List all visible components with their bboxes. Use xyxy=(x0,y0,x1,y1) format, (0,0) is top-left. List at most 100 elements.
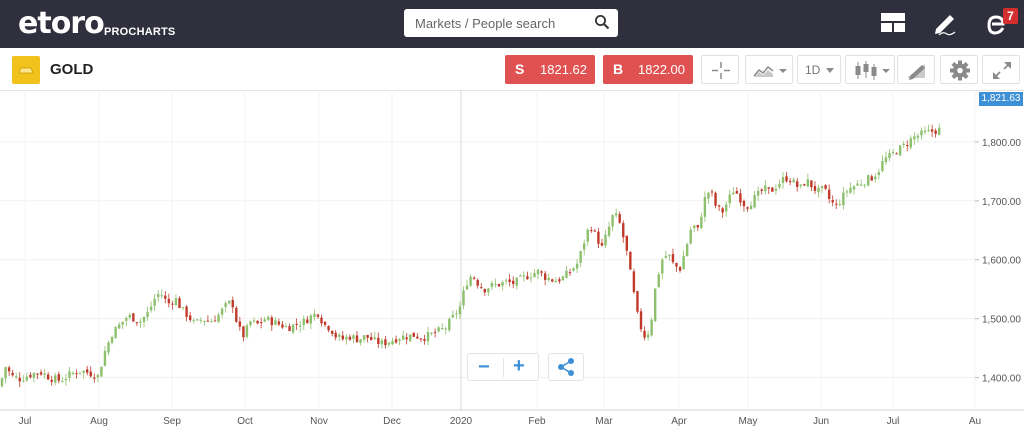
candle-body xyxy=(512,280,515,285)
fullscreen-button[interactable] xyxy=(982,55,1020,84)
candle-body xyxy=(927,129,930,131)
candle-body xyxy=(810,180,813,188)
candle-body xyxy=(433,331,437,333)
candle-body xyxy=(405,337,408,340)
candle-body xyxy=(181,307,185,309)
etoro-e-icon[interactable] xyxy=(986,12,1008,36)
candle-body xyxy=(781,177,785,184)
candle-body xyxy=(338,334,341,337)
candle-body xyxy=(916,135,920,138)
candle-body xyxy=(842,192,845,206)
chart-type-button[interactable] xyxy=(745,55,793,84)
draw-tools-button[interactable] xyxy=(897,55,935,84)
candle-body xyxy=(852,186,856,190)
candle-body xyxy=(785,176,788,182)
candle-body xyxy=(796,181,799,187)
etoro-logo[interactable]: etoro xyxy=(18,6,105,41)
candle-body xyxy=(93,377,96,379)
candle-body xyxy=(721,208,724,213)
candle-body xyxy=(167,298,171,304)
candle-body xyxy=(593,230,597,232)
crosshair-button[interactable] xyxy=(701,55,739,84)
pencil-icon[interactable] xyxy=(931,9,959,37)
candle-body xyxy=(636,291,639,312)
zoom-out-button[interactable]: − xyxy=(478,356,490,378)
x-tick-label: Jul xyxy=(19,416,32,427)
candle-body xyxy=(387,342,391,345)
candle-body xyxy=(490,283,494,287)
candle-body xyxy=(678,267,682,271)
chevron-down-icon xyxy=(826,68,834,73)
candle-body xyxy=(220,308,224,315)
candle-body xyxy=(149,306,153,311)
candle-body xyxy=(313,313,316,317)
share-button[interactable] xyxy=(548,353,584,381)
candle-body xyxy=(341,335,344,340)
candle-body xyxy=(622,223,625,238)
candle-body xyxy=(107,342,110,353)
candle-body xyxy=(614,213,618,216)
candle-body xyxy=(32,373,36,378)
candle-body xyxy=(29,374,32,378)
candle-body xyxy=(650,319,653,336)
candle-body xyxy=(444,328,447,330)
search-input[interactable] xyxy=(404,9,618,37)
candlestick-chart[interactable]: 1,400.00 1,500.00 1,600.00 1,700.00 1,800.00… xyxy=(0,90,1024,434)
candle-body xyxy=(732,192,735,195)
candle-body xyxy=(125,318,128,321)
candle-body xyxy=(607,226,611,236)
settings-button[interactable] xyxy=(940,55,978,84)
candle-body xyxy=(774,188,778,191)
candle-body xyxy=(817,187,820,193)
x-tick-label: 2020 xyxy=(450,416,473,427)
candle-body xyxy=(856,183,859,186)
candle-body xyxy=(540,271,543,273)
candle-body xyxy=(604,234,607,246)
candle-body xyxy=(135,322,139,324)
chart-grid xyxy=(0,90,1024,411)
candle-body xyxy=(462,290,465,306)
candle-body xyxy=(71,372,75,374)
candle-body xyxy=(412,332,415,337)
candle-body xyxy=(142,316,146,322)
candle-body xyxy=(764,185,767,192)
x-tick-label: Jul xyxy=(887,416,900,427)
candle-body xyxy=(600,242,604,246)
candle-body xyxy=(345,336,348,340)
candle-body xyxy=(128,314,131,318)
candle-body xyxy=(480,287,483,289)
candle-body xyxy=(554,280,557,283)
candle-body xyxy=(437,327,440,332)
buy-button[interactable]: B 1822.00 xyxy=(603,55,693,84)
y-tick-label: 1,400.00 xyxy=(982,374,1021,385)
candle-body xyxy=(394,339,398,343)
candle-body xyxy=(0,378,4,387)
timeframe-select[interactable]: 1D xyxy=(797,55,841,84)
price-chart[interactable]: 1,400.00 1,500.00 1,600.00 1,700.00 1,800.00… xyxy=(0,90,1024,434)
notification-badge[interactable]: 7 xyxy=(1003,8,1018,24)
candle-body xyxy=(267,316,270,320)
candle-body xyxy=(295,324,298,326)
zoom-in-button[interactable]: + xyxy=(513,355,525,377)
layout-icon[interactable] xyxy=(880,11,906,35)
candle-body xyxy=(309,315,313,324)
candle-body xyxy=(188,315,192,321)
sell-button[interactable]: S 1821.62 xyxy=(505,55,595,84)
search-icon[interactable] xyxy=(594,14,610,30)
timeframe-label: 1D xyxy=(805,63,821,77)
candle-body xyxy=(788,181,792,183)
candle-body xyxy=(57,374,60,381)
top-bar: etoro PROCHARTS 7 xyxy=(0,0,1024,48)
candle-body xyxy=(891,151,895,153)
candle-body xyxy=(465,285,469,290)
candle-body xyxy=(526,276,529,280)
gear-icon xyxy=(950,60,970,81)
candle-body xyxy=(352,335,355,339)
candle-body xyxy=(568,272,572,274)
candles-button[interactable] xyxy=(845,55,895,84)
candle-body xyxy=(870,176,873,181)
candle-body xyxy=(934,130,937,134)
candle-body xyxy=(895,153,898,155)
x-tick-label: Au xyxy=(969,416,981,427)
candle-body xyxy=(238,321,242,327)
